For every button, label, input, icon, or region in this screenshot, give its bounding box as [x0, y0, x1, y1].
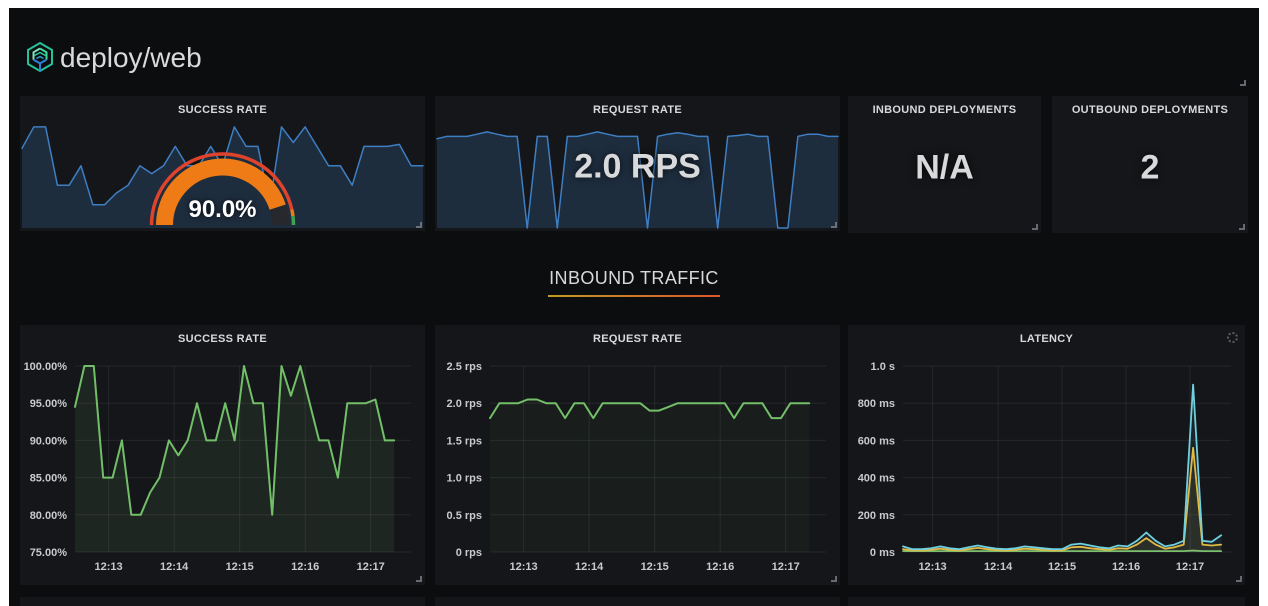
svg-text:90.00%: 90.00% [30, 435, 68, 447]
dashboard-title: deploy/web [60, 42, 202, 73]
resize-handle-icon[interactable] [1239, 224, 1245, 230]
svg-text:800 ms: 800 ms [858, 398, 895, 410]
panel-title: REQUEST RATE [593, 104, 682, 116]
svg-text:600 ms: 600 ms [858, 435, 895, 447]
inbound-deployments-value: N/A [915, 148, 974, 187]
deploy-logo-icon [27, 41, 53, 73]
resize-handle-icon[interactable] [831, 576, 837, 582]
svg-text:12:14: 12:14 [984, 561, 1013, 573]
panel-request-rate-chart: REQUEST RATE 2.5 rps 2.0 rps 1.5 rps 1.0 rp… [435, 325, 840, 585]
svg-text:12:16: 12:16 [291, 561, 319, 573]
svg-text:12:15: 12:15 [641, 561, 669, 573]
svg-text:2.0 rps: 2.0 rps [447, 398, 482, 410]
panel-title: OUTBOUND DEPLOYMENTS [1071, 104, 1229, 116]
resize-handle-icon[interactable] [416, 576, 422, 582]
dashboard: deploy/web SUCCESS RATE 90.0% REQUEST RA… [9, 8, 1259, 606]
loading-spinner-icon [1227, 332, 1238, 343]
svg-text:400 ms: 400 ms [858, 473, 895, 485]
svg-text:12:16: 12:16 [706, 561, 734, 573]
latency-chart[interactable]: 1.0 s 800 ms 600 ms 400 ms 200 ms 0 ms 12:13 12… [848, 325, 1245, 585]
svg-text:12:13: 12:13 [95, 561, 123, 573]
section-title: INBOUND TRAFFIC [549, 268, 719, 288]
svg-text:12:15: 12:15 [1048, 561, 1076, 573]
svg-text:12:13: 12:13 [510, 561, 538, 573]
svg-text:12:17: 12:17 [357, 561, 385, 573]
gauge-value: 90.0% [188, 196, 257, 223]
svg-text:1.0 s: 1.0 s [871, 361, 895, 373]
resize-handle-icon[interactable] [1236, 576, 1242, 582]
resize-handle-icon[interactable] [831, 222, 837, 228]
next-row-strip [20, 597, 425, 606]
svg-text:85.00%: 85.00% [30, 473, 68, 485]
resize-handle-icon[interactable] [1032, 224, 1038, 230]
svg-text:12:15: 12:15 [226, 561, 254, 573]
header-resize-handle-icon[interactable] [1240, 80, 1246, 86]
svg-text:80.00%: 80.00% [30, 510, 68, 522]
svg-text:95.00%: 95.00% [30, 398, 68, 410]
request-rate-value: 2.0 RPS [574, 147, 701, 186]
svg-text:1.5 rps: 1.5 rps [447, 435, 482, 447]
panel-success-rate-stat: SUCCESS RATE 90.0% [20, 96, 425, 231]
svg-text:1.0 rps: 1.0 rps [447, 473, 482, 485]
svg-text:0 rps: 0 rps [456, 547, 482, 559]
request-rate-sparkline[interactable] [435, 96, 840, 231]
request-rate-chart[interactable]: 2.5 rps 2.0 rps 1.5 rps 1.0 rps 0.5 rps 0 rps… [435, 325, 840, 585]
svg-text:12:14: 12:14 [160, 561, 189, 573]
svg-text:12:13: 12:13 [918, 561, 946, 573]
svg-text:12:17: 12:17 [772, 561, 800, 573]
svg-text:2.5 rps: 2.5 rps [447, 361, 482, 373]
success-rate-chart[interactable]: 100.00% 95.00% 90.00% 85.00% 80.00% 75.00% 12:… [20, 325, 425, 585]
svg-text:75.00%: 75.00% [30, 547, 68, 559]
panel-title: REQUEST RATE [593, 333, 682, 345]
svg-text:0.5 rps: 0.5 rps [447, 510, 482, 522]
panel-latency-chart: LATENCY 1.0 s 800 ms 600 ms 400 ms 200 ms 0 m… [848, 325, 1245, 585]
panel-outbound-deployments: OUTBOUND DEPLOYMENTS 2 [1052, 96, 1248, 233]
panel-title: SUCCESS RATE [178, 333, 267, 345]
next-row-strip [848, 597, 1245, 606]
svg-text:12:17: 12:17 [1176, 561, 1204, 573]
outbound-deployments-value: 2 [1140, 148, 1160, 187]
svg-text:0 ms: 0 ms [870, 547, 895, 559]
panel-title: INBOUND DEPLOYMENTS [872, 104, 1017, 116]
resize-handle-icon[interactable] [416, 222, 422, 228]
panel-success-rate-chart: SUCCESS RATE 100.00% 95.00% 90.00% 85.00% 80… [20, 325, 425, 585]
panel-title: LATENCY [1019, 333, 1074, 345]
next-row-strip [435, 597, 840, 606]
panel-request-rate-stat: REQUEST RATE 2.0 RPS [435, 96, 840, 231]
section-underline [548, 295, 720, 297]
svg-text:12:14: 12:14 [575, 561, 604, 573]
svg-text:12:16: 12:16 [1112, 561, 1140, 573]
svg-text:200 ms: 200 ms [858, 510, 895, 522]
section-inbound-traffic: INBOUND TRAFFIC [9, 268, 1259, 297]
panel-title: SUCCESS RATE [178, 104, 267, 116]
svg-text:100.00%: 100.00% [24, 361, 68, 373]
panel-inbound-deployments: INBOUND DEPLOYMENTS N/A [848, 96, 1041, 233]
